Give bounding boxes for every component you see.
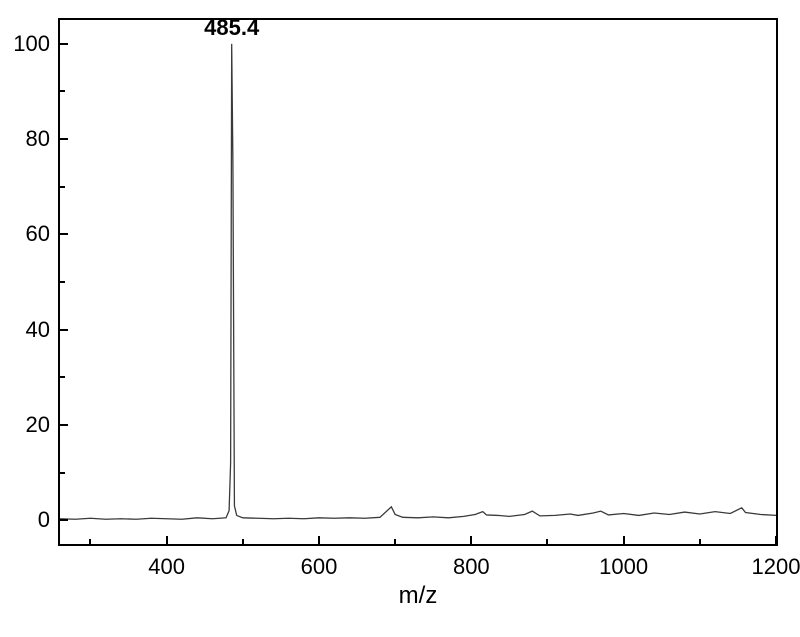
y-tick-mark [60, 43, 68, 45]
x-tick-label: 600 [301, 544, 338, 580]
y-tick-label: 40 [26, 317, 60, 343]
x-tick-mark [775, 536, 777, 544]
y-tick-minor [60, 90, 65, 92]
x-tick-minor [394, 539, 396, 544]
y-tick-mark [60, 329, 68, 331]
y-tick-mark [60, 424, 68, 426]
spectrum-line [60, 20, 776, 544]
y-tick-mark [60, 519, 68, 521]
y-tick-mark [60, 138, 68, 140]
y-tick-label: 20 [26, 412, 60, 438]
mass-spectrum-chart: m/z 0 20 40 60 80 100 400 600 800 1000 1200 485.4 [0, 0, 800, 637]
x-tick-mark [318, 536, 320, 544]
peak-label: 485.4 [204, 15, 259, 41]
x-tick-minor [546, 539, 548, 544]
y-tick-label: 80 [26, 126, 60, 152]
x-tick-mark [623, 536, 625, 544]
x-tick-mark [166, 536, 168, 544]
x-tick-label: 400 [148, 544, 185, 580]
x-tick-mark [470, 536, 472, 544]
plot-area: m/z 02040608010040060080010001200485.4 [58, 18, 778, 546]
x-tick-label: 800 [453, 544, 490, 580]
x-tick-minor [242, 539, 244, 544]
x-axis-label: m/z [399, 544, 438, 610]
y-tick-label: 0 [38, 507, 60, 533]
y-tick-minor [60, 281, 65, 283]
x-tick-minor [89, 539, 91, 544]
x-tick-label: 1000 [599, 544, 648, 580]
y-tick-mark [60, 233, 68, 235]
y-tick-label: 100 [13, 31, 60, 57]
x-tick-minor [699, 539, 701, 544]
y-tick-minor [60, 472, 65, 474]
y-tick-minor [60, 376, 65, 378]
y-tick-minor [60, 186, 65, 188]
y-tick-label: 60 [26, 221, 60, 247]
x-tick-label: 1200 [752, 544, 800, 580]
